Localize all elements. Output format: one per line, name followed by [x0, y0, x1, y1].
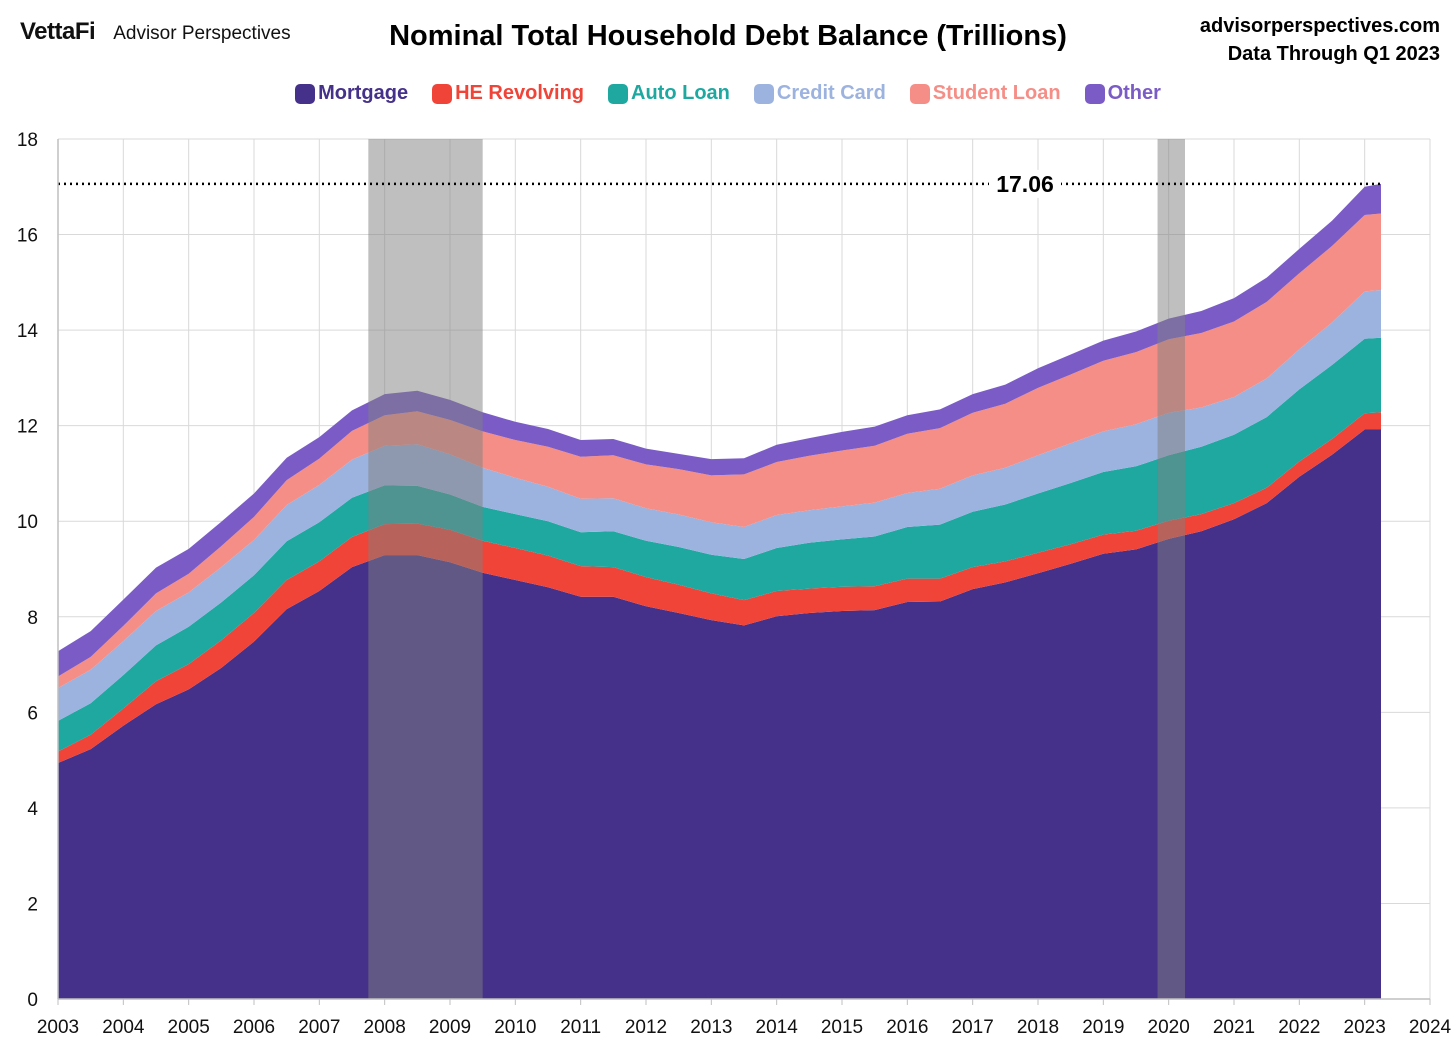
x-tick-label: 2018 — [1017, 1017, 1059, 1038]
brand-logo: VettaFi — [20, 18, 96, 45]
x-tick-label: 2014 — [756, 1017, 799, 1038]
legend-item-auto-loan: Auto Loan — [608, 82, 730, 105]
legend-item-credit-card: Credit Card — [753, 82, 886, 105]
legend-label: HE Revolving — [455, 82, 585, 104]
peak-reference: 17.06 — [58, 169, 1381, 198]
x-tick-label: 2019 — [1082, 1017, 1124, 1038]
y-tick-label: 18 — [17, 130, 38, 151]
source-site: advisorperspectives.com — [1199, 15, 1440, 37]
x-tick-label: 2015 — [821, 1017, 863, 1038]
x-tick-label: 2004 — [102, 1017, 145, 1038]
y-tick-label: 12 — [17, 417, 38, 438]
legend-swatch — [753, 83, 774, 104]
y-tick-label: 8 — [27, 608, 38, 629]
area-credit-card — [58, 290, 1381, 721]
legend-label: Other — [1107, 82, 1161, 104]
recession-band — [1157, 139, 1185, 999]
area-he-revolving — [58, 412, 1381, 763]
legend-swatch — [432, 83, 453, 104]
area-auto-loan — [58, 337, 1381, 752]
brand-subtitle: Advisor Perspectives — [113, 23, 291, 44]
x-tick-label: 2017 — [952, 1017, 994, 1038]
x-tick-label: 2024 — [1409, 1017, 1452, 1038]
x-tick-label: 2009 — [429, 1017, 471, 1038]
y-tick-label: 2 — [27, 894, 38, 915]
axes: 2003 2004 2005 2006 2007 2008 2009 2010 2011 2012… — [17, 130, 1452, 1038]
legend: Mortgage HE Revolving Auto Loan Credit Card… — [0, 82, 1456, 105]
x-tick-label: 2013 — [690, 1017, 732, 1038]
recession-band — [368, 139, 483, 999]
legend-swatch — [909, 83, 930, 104]
x-tick-label: 2012 — [625, 1017, 667, 1038]
legend-label: Credit Card — [776, 82, 886, 104]
data-through: Data Through Q1 2023 — [1227, 43, 1440, 65]
legend-item-mortgage: Mortgage — [295, 82, 408, 105]
x-tick-label: 2006 — [233, 1017, 275, 1038]
x-tick-label: 2008 — [364, 1017, 406, 1038]
legend-item-he-revolving: HE Revolving — [432, 82, 584, 105]
x-tick-label: 2011 — [560, 1017, 601, 1038]
x-tick-label: 2016 — [886, 1017, 928, 1038]
legend-label: Auto Loan — [631, 82, 730, 104]
legend-swatch — [1084, 83, 1105, 104]
legend-label: Student Loan — [932, 82, 1061, 104]
legend-item-other: Other — [1084, 82, 1161, 105]
legend-swatch — [608, 83, 629, 104]
x-tick-label: 2021 — [1213, 1017, 1255, 1038]
legend-swatch — [295, 83, 316, 104]
source-block: advisorperspectives.com Data Through Q1 … — [1200, 12, 1440, 68]
y-tick-label: 4 — [27, 799, 38, 820]
brand: VettaFi Advisor Perspectives — [20, 18, 291, 46]
y-tick-label: 10 — [17, 512, 38, 533]
legend-label: Mortgage — [318, 82, 409, 104]
y-tick-label: 16 — [17, 226, 38, 247]
x-tick-label: 2023 — [1344, 1017, 1386, 1038]
chart-title: Nominal Total Household Debt Balance (Tr… — [389, 20, 1067, 52]
peak-value-label: 17.06 — [996, 171, 1054, 197]
y-tick-label: 14 — [17, 321, 39, 342]
peak-label-background — [989, 169, 1061, 198]
y-tick-label: 0 — [27, 990, 38, 1011]
x-tick-label: 2007 — [298, 1017, 340, 1038]
y-tick-label: 6 — [27, 703, 38, 724]
x-tick-label: 2022 — [1278, 1017, 1320, 1038]
recession-bands — [368, 139, 1185, 999]
x-tick-label: 2005 — [168, 1017, 210, 1038]
legend-item-student-loan: Student Loan — [909, 82, 1061, 105]
x-tick-label: 2010 — [494, 1017, 536, 1038]
x-tick-label: 2020 — [1148, 1017, 1190, 1038]
x-tick-label: 2003 — [37, 1017, 79, 1038]
